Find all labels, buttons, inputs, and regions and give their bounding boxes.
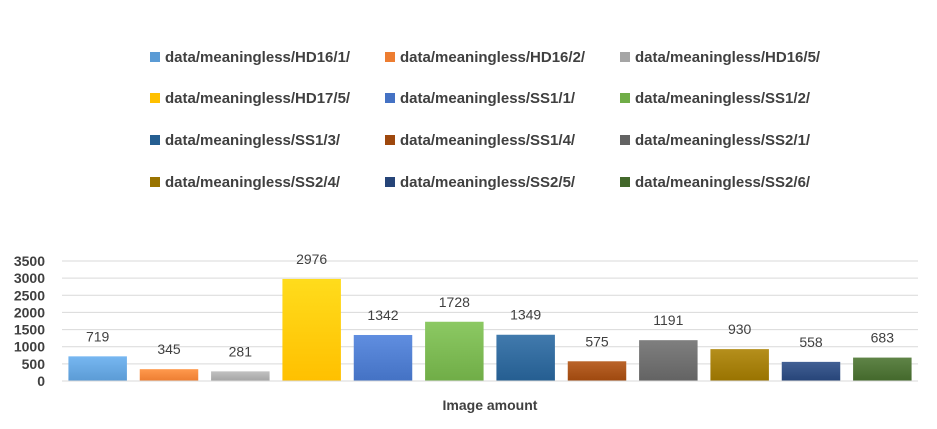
legend-label: data/meaningless/HD16/2/: [400, 49, 586, 66]
legend-swatch: [385, 52, 395, 62]
legend-item: data/meaningless/SS2/5/: [385, 174, 576, 191]
gridlines: [62, 260, 918, 365]
legend-swatch: [620, 52, 630, 62]
data-label: 1191: [653, 312, 683, 328]
data-label: 2976: [296, 251, 327, 267]
legend-label: data/meaningless/SS1/3/: [165, 132, 341, 149]
legend: data/meaningless/HD16/1/data/meaningless…: [150, 49, 821, 191]
bar: [353, 334, 413, 381]
legend-label: data/meaningless/HD17/5/: [165, 90, 351, 107]
data-label: 1349: [510, 307, 541, 323]
legend-label: data/meaningless/SS2/6/: [635, 174, 811, 191]
legend-label: data/meaningless/SS1/1/: [400, 90, 576, 107]
legend-label: data/meaningless/SS1/2/: [635, 90, 811, 107]
data-label: 575: [585, 333, 609, 349]
legend-swatch: [150, 177, 160, 187]
x-axis-title: Image amount: [443, 397, 538, 413]
legend-item: data/meaningless/SS2/4/: [150, 174, 341, 191]
bar: [639, 340, 698, 381]
legend-label: data/meaningless/SS2/1/: [635, 132, 811, 149]
data-label: 930: [728, 321, 752, 337]
bar: [781, 361, 841, 381]
legend-item: data/meaningless/SS1/1/: [385, 90, 576, 107]
legend-swatch: [150, 135, 160, 145]
legend-item: data/meaningless/HD16/2/: [385, 49, 586, 66]
bar: [68, 356, 127, 381]
data-label: 345: [157, 341, 181, 357]
bar: [139, 369, 199, 381]
legend-item: data/meaningless/SS1/4/: [385, 132, 576, 149]
y-tick-label: 3500: [14, 253, 45, 269]
legend-item: data/meaningless/HD16/1/: [150, 49, 351, 66]
data-label: 558: [799, 334, 823, 350]
data-label: 1342: [367, 307, 398, 323]
bar: [211, 371, 270, 381]
data-label: 1728: [439, 294, 470, 310]
legend-swatch: [620, 177, 630, 187]
bar: [496, 334, 555, 381]
y-tick-label: 0: [37, 373, 45, 389]
data-label: 683: [871, 330, 895, 346]
legend-swatch: [150, 52, 160, 62]
legend-item: data/meaningless/SS1/2/: [620, 90, 811, 107]
legend-item: data/meaningless/HD16/5/: [620, 49, 821, 66]
y-tick-label: 1500: [14, 322, 45, 338]
bar: [710, 349, 769, 381]
y-tick-label: 1000: [14, 339, 45, 355]
legend-swatch: [385, 177, 395, 187]
legend-item: data/meaningless/SS2/6/: [620, 174, 811, 191]
legend-item: data/meaningless/SS1/3/: [150, 132, 341, 149]
bar: [853, 357, 912, 381]
legend-swatch: [150, 93, 160, 103]
data-label: 719: [86, 328, 110, 344]
data-labels: 719 345 281 2976 1342 1728 1349 575 1191 930 558 68…: [86, 251, 894, 359]
bar: [567, 361, 627, 381]
legend-label: data/meaningless/SS1/4/: [400, 132, 576, 149]
legend-label: data/meaningless/HD16/5/: [635, 49, 821, 66]
legend-swatch: [620, 135, 630, 145]
legend-label: data/meaningless/SS2/4/: [165, 174, 341, 191]
legend-label: data/meaningless/SS2/5/: [400, 174, 576, 191]
legend-swatch: [385, 93, 395, 103]
y-tick-label: 500: [22, 356, 46, 372]
legend-swatch: [385, 135, 395, 145]
legend-label: data/meaningless/HD16/1/: [165, 49, 351, 66]
y-tick-label: 2500: [14, 287, 45, 303]
bars: [68, 278, 912, 381]
y-tick-label: 2000: [14, 304, 45, 320]
y-tick-label: 3000: [14, 270, 45, 286]
bar: [425, 321, 484, 381]
legend-item: data/meaningless/SS2/1/: [620, 132, 811, 149]
data-label: 281: [229, 343, 253, 359]
legend-item: data/meaningless/HD17/5/: [150, 90, 351, 107]
bar: [282, 278, 341, 381]
legend-swatch: [620, 93, 630, 103]
